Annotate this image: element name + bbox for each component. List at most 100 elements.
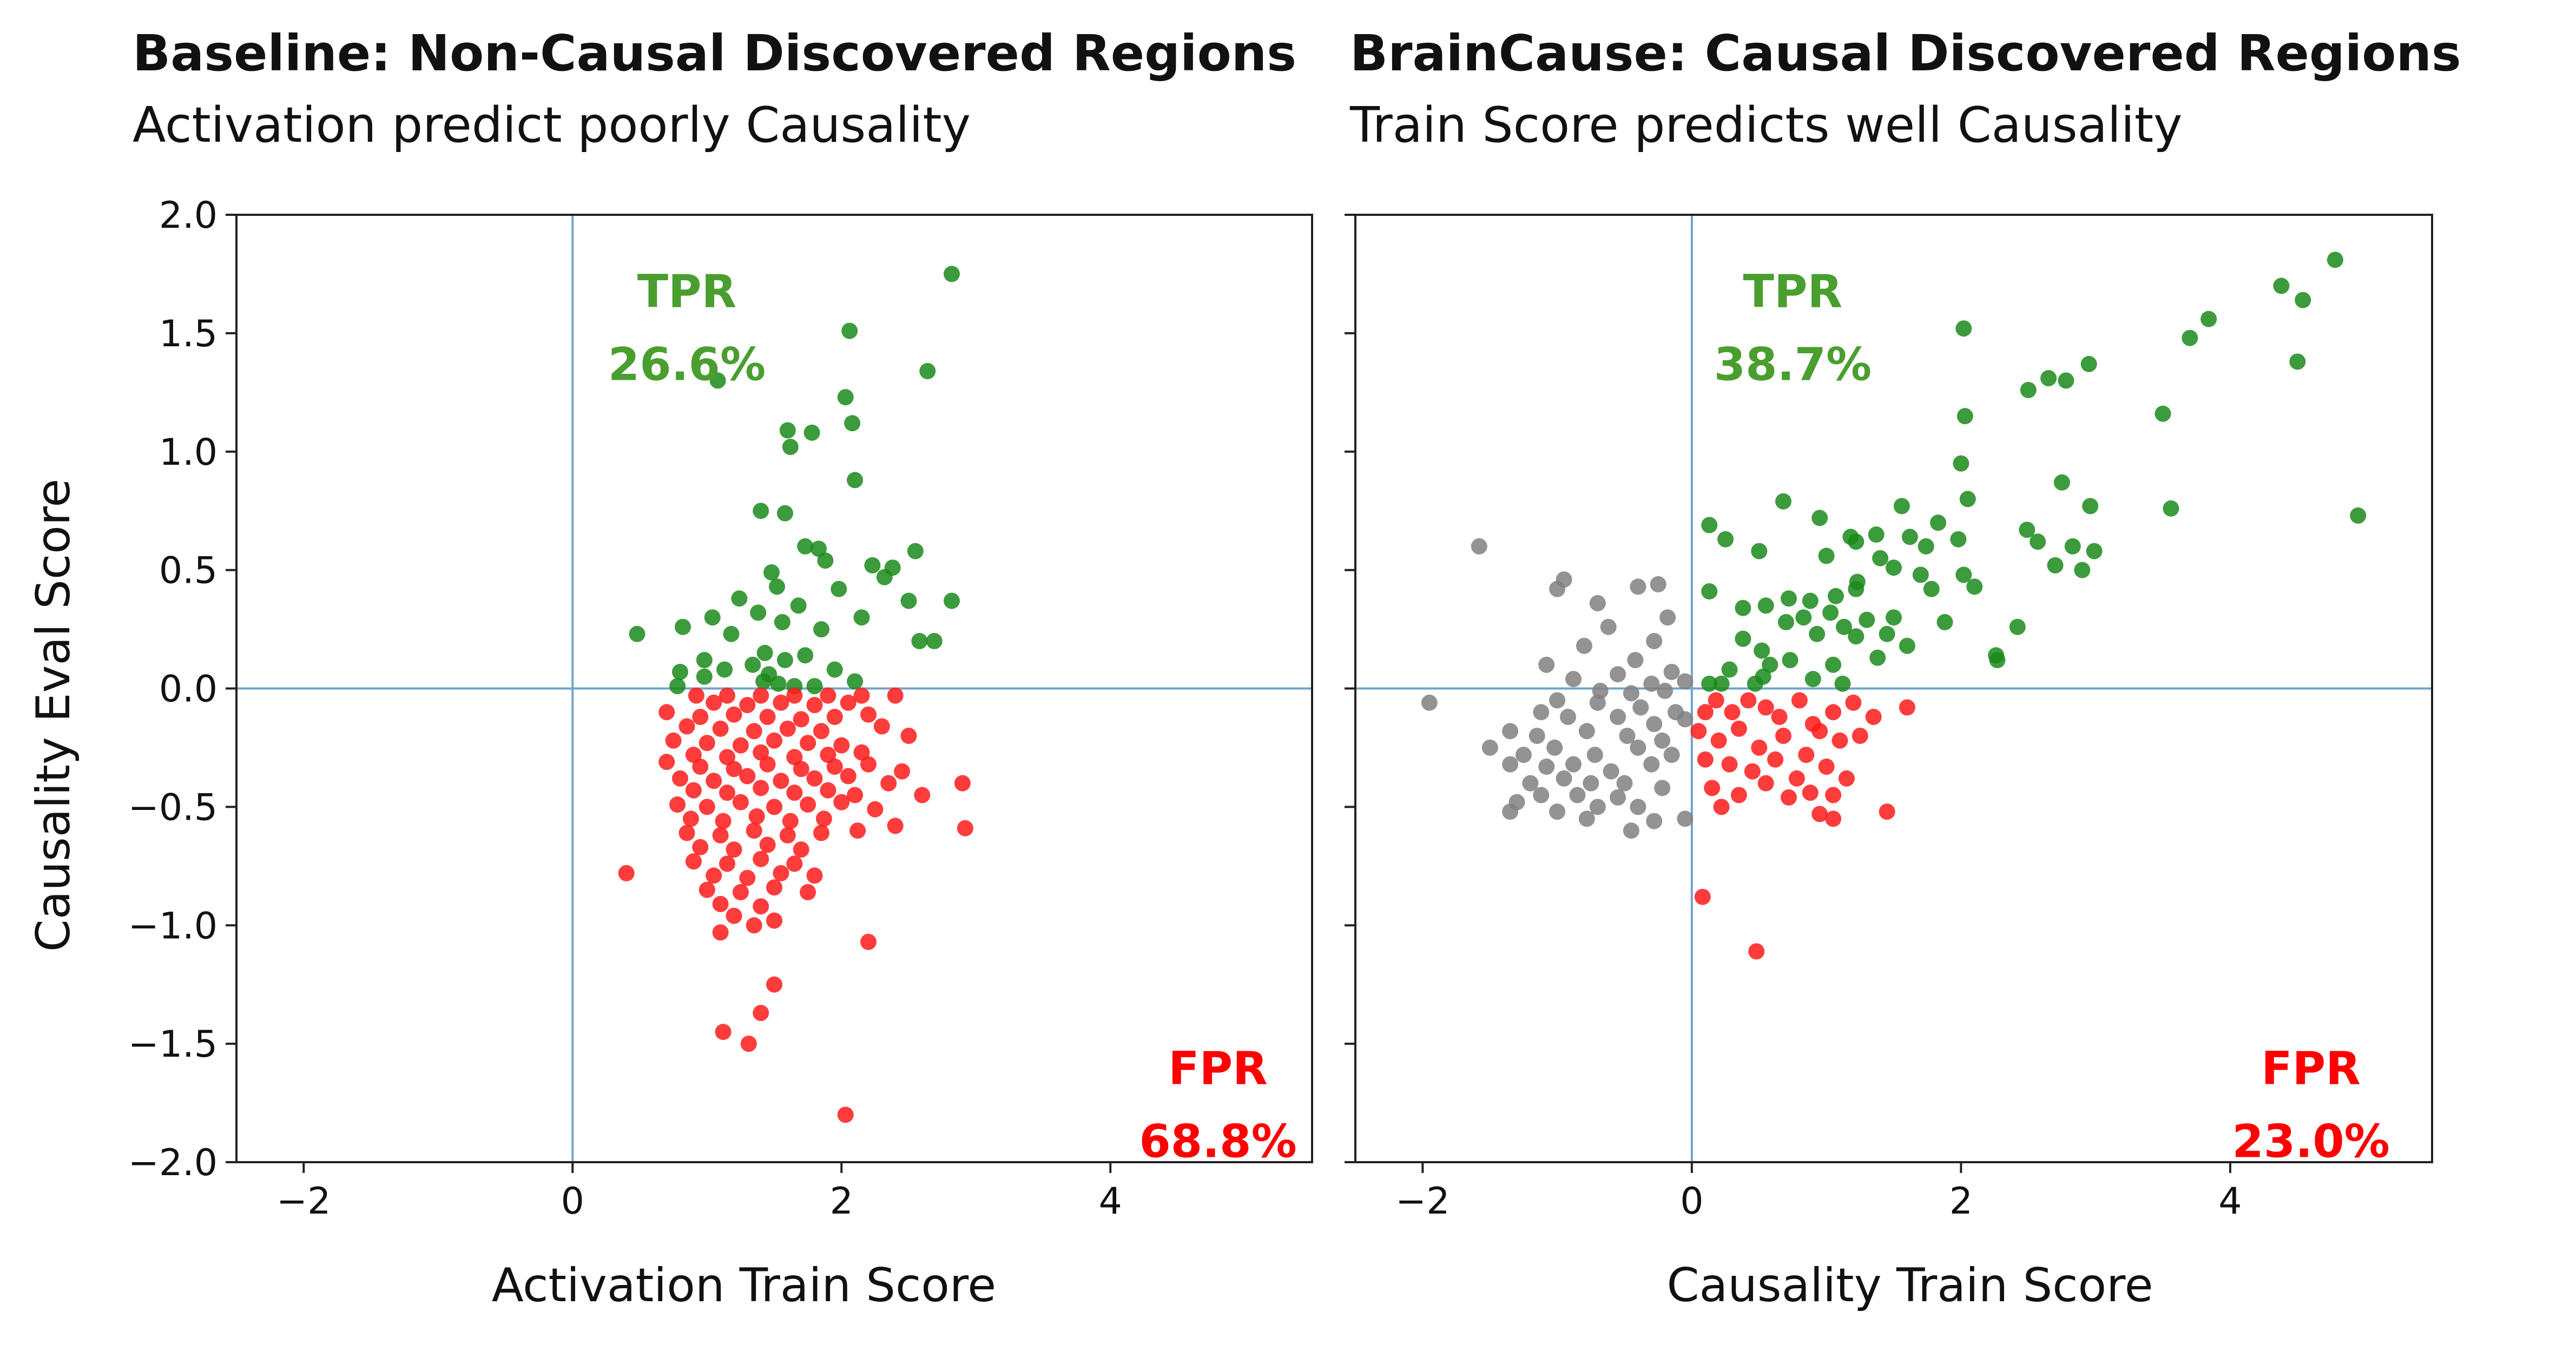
data-point xyxy=(1654,780,1671,796)
data-point xyxy=(745,656,761,673)
data-point xyxy=(2295,292,2311,308)
y-axis-label: Causality Eval Score xyxy=(27,479,81,952)
data-point xyxy=(1834,675,1851,692)
data-point xyxy=(779,422,796,439)
annotation-text: FPR xyxy=(1168,1042,1268,1095)
chart-title: BrainCause: Causal Discovered Regions xyxy=(1350,24,2461,82)
data-point xyxy=(1767,751,1784,768)
data-point xyxy=(873,718,890,735)
data-point xyxy=(740,1036,757,1052)
data-point xyxy=(1989,652,2006,668)
data-point xyxy=(766,912,782,929)
data-point xyxy=(1663,747,1680,763)
data-point xyxy=(1956,408,1973,425)
data-point xyxy=(1677,673,1694,690)
data-point xyxy=(1901,529,1918,545)
data-point xyxy=(732,794,749,810)
data-point xyxy=(1586,747,1603,763)
data-point xyxy=(1818,759,1835,775)
data-point xyxy=(1650,576,1666,592)
data-point xyxy=(894,763,911,780)
data-point xyxy=(1918,538,1934,555)
data-point xyxy=(1795,609,1812,626)
data-point xyxy=(1610,666,1626,683)
panel-baseline: Baseline: Non-Causal Discovered Regions … xyxy=(27,24,1313,1313)
data-point xyxy=(1869,649,1886,666)
data-point xyxy=(2019,522,2035,538)
data-point xyxy=(1533,787,1550,803)
data-point xyxy=(806,697,823,714)
data-point xyxy=(1646,813,1663,829)
data-point xyxy=(860,933,877,950)
data-point xyxy=(1798,747,1815,763)
y-tick-label: 1.0 xyxy=(159,431,218,474)
data-point xyxy=(669,678,686,695)
data-point xyxy=(1630,739,1646,756)
data-point xyxy=(750,604,767,621)
data-point xyxy=(1701,517,1718,533)
data-point xyxy=(719,749,735,766)
data-point xyxy=(1569,787,1586,803)
data-point xyxy=(1778,614,1794,630)
data-point xyxy=(1560,709,1576,725)
data-point xyxy=(2273,278,2290,294)
data-point xyxy=(1546,739,1563,756)
data-point xyxy=(1694,888,1711,905)
data-point xyxy=(1623,822,1639,839)
data-point xyxy=(1781,590,1797,607)
data-point xyxy=(1775,728,1791,744)
data-point xyxy=(1576,637,1592,654)
data-point xyxy=(1828,588,1844,604)
annotation-text: 23.0% xyxy=(2232,1115,2389,1168)
data-point xyxy=(817,552,834,569)
data-point xyxy=(1690,723,1707,740)
data-point xyxy=(1502,803,1519,820)
data-point xyxy=(806,867,823,884)
data-point xyxy=(759,756,776,773)
x-tick-label: 0 xyxy=(1680,1180,1703,1223)
annotation-text: 68.8% xyxy=(1139,1115,1296,1168)
data-point xyxy=(1809,625,1826,642)
data-point xyxy=(841,322,858,339)
data-point xyxy=(820,687,836,704)
data-point xyxy=(709,372,726,389)
data-point xyxy=(1959,491,1976,508)
data-point xyxy=(793,761,809,777)
data-point xyxy=(1757,597,1774,614)
chart-title: Baseline: Non-Causal Discovered Regions xyxy=(133,24,1296,82)
data-point xyxy=(1721,756,1738,773)
data-point xyxy=(944,592,960,609)
data-point xyxy=(1643,756,1660,773)
data-point xyxy=(914,787,931,803)
data-point xyxy=(847,472,864,489)
x-tick-label: 4 xyxy=(1099,1180,1122,1223)
data-point xyxy=(685,782,702,799)
data-point xyxy=(716,661,733,678)
data-point xyxy=(887,818,904,834)
data-point xyxy=(900,728,917,744)
data-point xyxy=(833,794,850,810)
data-point xyxy=(853,609,870,626)
data-point xyxy=(1717,531,1734,548)
data-point xyxy=(1589,694,1606,711)
data-point xyxy=(759,836,776,853)
data-point xyxy=(675,618,691,635)
data-point xyxy=(753,898,769,915)
data-point xyxy=(1721,661,1738,678)
data-point xyxy=(726,841,742,858)
data-point xyxy=(1735,599,1751,616)
data-point xyxy=(2030,533,2046,550)
data-point xyxy=(1657,682,1674,699)
data-point xyxy=(1610,709,1626,725)
data-point xyxy=(1697,751,1714,768)
data-point xyxy=(1677,810,1694,827)
data-point xyxy=(813,621,829,638)
data-point xyxy=(753,851,769,867)
data-point xyxy=(867,801,884,818)
data-point xyxy=(665,732,682,749)
data-point xyxy=(782,813,799,829)
data-point xyxy=(1565,756,1582,773)
data-point xyxy=(887,687,904,704)
data-point xyxy=(1502,756,1519,773)
data-point xyxy=(1600,618,1617,635)
